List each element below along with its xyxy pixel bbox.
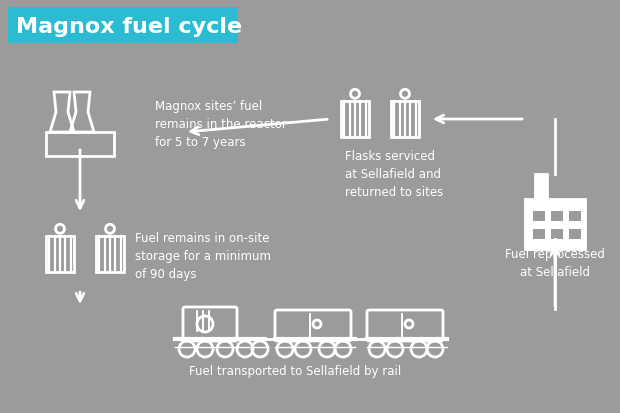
Text: Magnox fuel cycle: Magnox fuel cycle <box>16 17 242 37</box>
Text: Magnox sites’ fuel
remains in the reactor
for 5 to 7 years: Magnox sites’ fuel remains in the reacto… <box>155 100 287 149</box>
FancyBboxPatch shape <box>569 211 581 221</box>
FancyBboxPatch shape <box>533 211 545 221</box>
FancyBboxPatch shape <box>8 8 238 44</box>
Text: Flasks serviced
at Sellafield and
returned to sites: Flasks serviced at Sellafield and return… <box>345 150 443 199</box>
FancyBboxPatch shape <box>535 175 547 201</box>
Text: Fuel remains in on-site
storage for a minimum
of 90 days: Fuel remains in on-site storage for a mi… <box>135 231 271 280</box>
FancyBboxPatch shape <box>525 199 585 249</box>
FancyBboxPatch shape <box>551 230 563 240</box>
FancyBboxPatch shape <box>551 211 563 221</box>
Text: Fuel reprocessed
at Sellafield: Fuel reprocessed at Sellafield <box>505 247 605 278</box>
FancyBboxPatch shape <box>533 230 545 240</box>
FancyBboxPatch shape <box>569 230 581 240</box>
Text: Fuel transported to Sellafield by rail: Fuel transported to Sellafield by rail <box>189 364 401 377</box>
